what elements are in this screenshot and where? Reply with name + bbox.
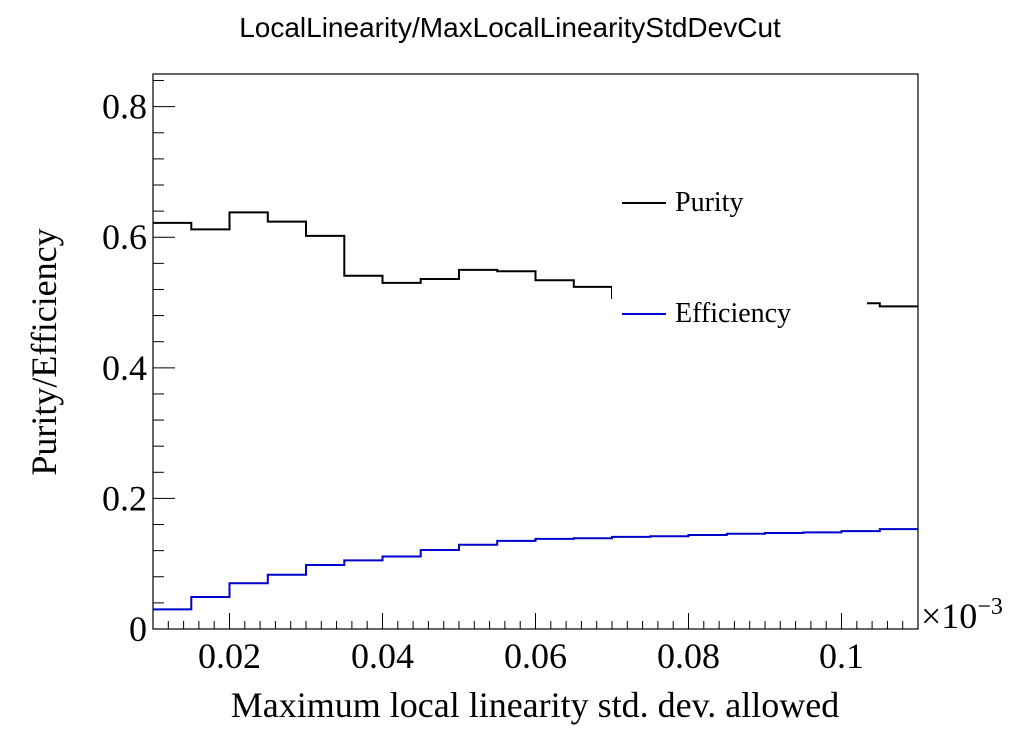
chart-title: LocalLinearity/MaxLocalLinearityStdDevCu… <box>239 12 781 43</box>
legend-label-efficiency: Efficiency <box>675 298 791 329</box>
x-axis-multiplier-exponent: −3 <box>977 594 1003 620</box>
x-axis-multiplier: ×10−3 <box>921 594 1003 636</box>
y-tick-label: 0.2 <box>102 478 147 518</box>
plot-area: Purity Efficiency <box>152 73 919 630</box>
x-tick-label: 0.1 <box>819 636 864 676</box>
x-tick-label: 0.04 <box>351 636 414 676</box>
series-line-efficiency <box>153 528 918 611</box>
x-tick-label: 0.08 <box>657 636 720 676</box>
y-axis: 0 0.2 0.4 0.6 0.8 <box>102 80 175 649</box>
x-axis: 0.02 0.04 0.06 0.08 0.1 <box>152 613 919 676</box>
plot-frame <box>152 73 919 630</box>
y-tick-label: 0.6 <box>102 217 147 257</box>
x-tick-label: 0.06 <box>504 636 567 676</box>
y-tick-label: 0.8 <box>102 87 147 127</box>
legend: Purity Efficiency <box>612 180 867 340</box>
x-tick-label: 0.02 <box>198 636 261 676</box>
x-axis-multiplier-base: ×10 <box>921 596 977 636</box>
series-efficiency <box>153 528 918 611</box>
y-tick-label: 0 <box>129 609 147 649</box>
x-axis-label: Maximum local linearity std. dev. allowe… <box>231 685 840 725</box>
y-axis-label: Purity/Efficiency <box>24 228 64 475</box>
legend-label-purity: Purity <box>675 187 743 218</box>
y-tick-label: 0.4 <box>102 348 147 388</box>
